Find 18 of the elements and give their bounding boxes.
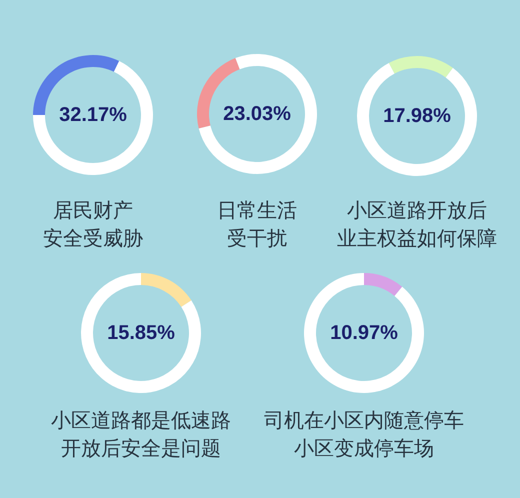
donut-slice xyxy=(357,63,477,176)
text: 15.85% xyxy=(107,322,176,344)
donut-slice xyxy=(304,273,424,393)
text: 小区道路都是低速路开放后安全是问题 xyxy=(51,408,231,460)
text: 居民财产安全受威胁 xyxy=(43,198,143,250)
donut-slice xyxy=(388,56,453,78)
text: 司机在小区内随意停车小区变成停车场 xyxy=(264,408,464,460)
donut-slice xyxy=(198,54,317,174)
donut-slice xyxy=(141,273,192,307)
donut-slice xyxy=(364,273,402,296)
text: 10.97% xyxy=(330,322,398,344)
text: 23.03% xyxy=(223,103,292,125)
donut-slice xyxy=(81,273,201,393)
text: 17.98% xyxy=(383,105,452,127)
text: 小区道路开放后业主权益如何保障 xyxy=(337,198,497,250)
donut-slice xyxy=(33,60,153,175)
text: 日常生活受干扰 xyxy=(217,198,297,250)
text: 32.17% xyxy=(59,104,128,126)
